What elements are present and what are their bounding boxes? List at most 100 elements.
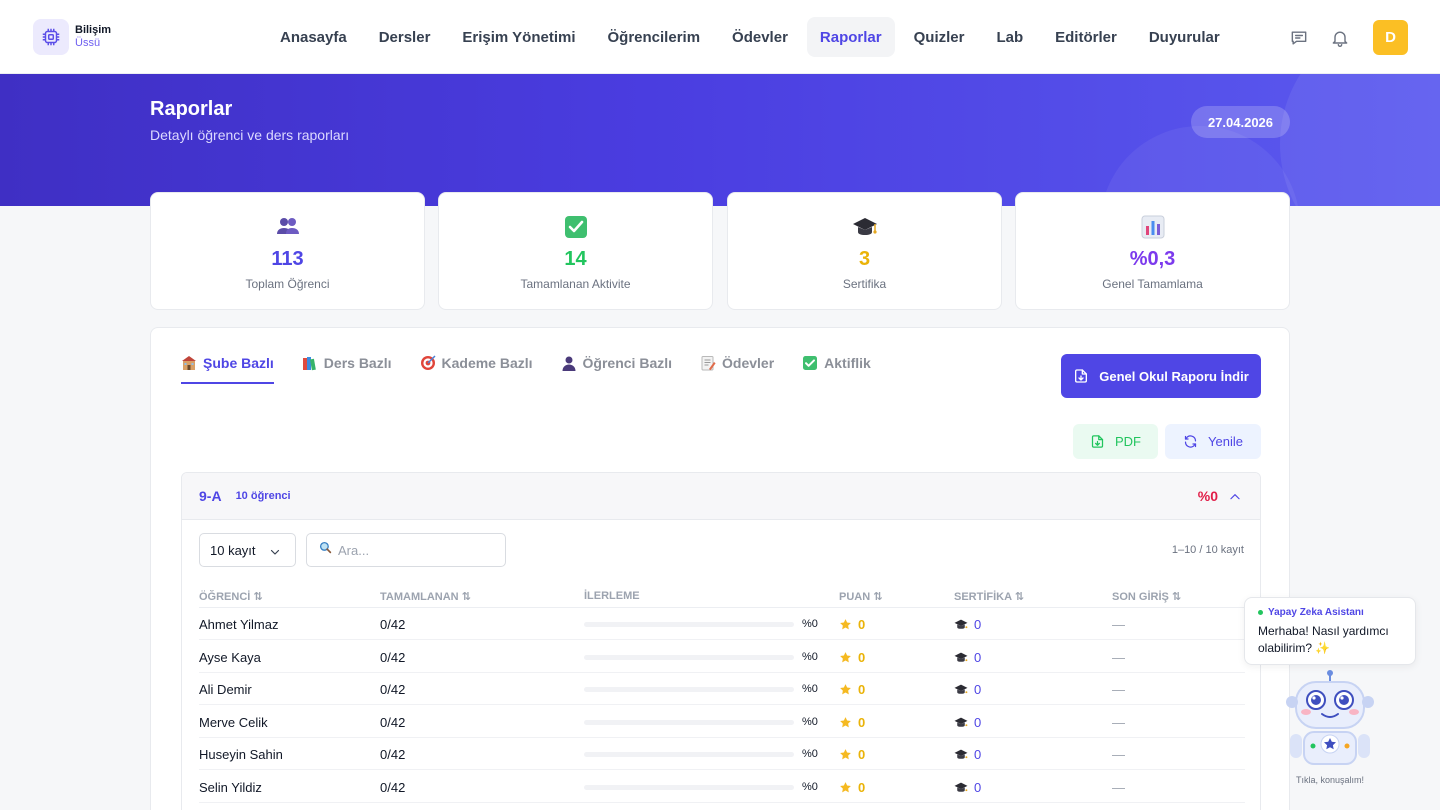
download-school-report-button[interactable]: Genel Okul Raporu İndir bbox=[1061, 354, 1261, 398]
graduation-cap-icon bbox=[954, 782, 968, 792]
col-sertifika[interactable]: SERTİFİKA ⇅ bbox=[954, 591, 1024, 603]
message-icon[interactable] bbox=[1287, 26, 1311, 50]
section-completion-percent: %0 bbox=[1197, 488, 1218, 504]
last-login: — bbox=[1112, 617, 1125, 632]
nav-dersler[interactable]: Dersler bbox=[378, 28, 431, 46]
points: 0 bbox=[839, 747, 865, 762]
reports-panel: Şube Bazlı Ders Bazlı Kademe Bazlı Öğren… bbox=[150, 327, 1290, 810]
stat-card-overall-completion: %0,3 Genel Tamamlama bbox=[1015, 192, 1290, 310]
certificates: 0 bbox=[954, 617, 981, 632]
chevron-up-icon[interactable] bbox=[1228, 490, 1242, 504]
page-title: Raporlar bbox=[150, 98, 233, 120]
table-row[interactable]: Selin Yildiz 0/42 %0 0 0 — bbox=[199, 771, 1245, 803]
graduation-cap-icon bbox=[954, 717, 968, 727]
page-size-select[interactable]: 10 kayıt bbox=[199, 533, 296, 567]
search-box[interactable] bbox=[306, 533, 506, 567]
tab-sube-bazli[interactable]: Şube Bazlı bbox=[181, 352, 274, 384]
progress-percent: %0 bbox=[802, 748, 818, 761]
table-header: ÖĞRENCİ ⇅ TAMAMLANAN ⇅ İLERLEME PUAN ⇅ S… bbox=[199, 578, 1245, 608]
nav-editorler[interactable]: Editörler bbox=[1055, 28, 1117, 46]
points: 0 bbox=[839, 682, 865, 697]
table-row[interactable]: Ahmet Yilmaz 0/42 %0 0 0 — bbox=[199, 608, 1245, 640]
ai-assistant-bubble[interactable]: Yapay Zeka Asistanı Merhaba! Nasıl yardı… bbox=[1244, 597, 1416, 665]
points: 0 bbox=[839, 650, 865, 665]
star-icon bbox=[840, 651, 851, 662]
tab-kademe-bazli[interactable]: Kademe Bazlı bbox=[420, 352, 533, 384]
student-name: Ahmet Yilmaz bbox=[199, 617, 279, 632]
stat-value: 14 bbox=[564, 248, 587, 270]
check-icon bbox=[439, 215, 712, 239]
progress-percent: %0 bbox=[802, 715, 818, 728]
table-row[interactable]: Ayse Kaya 0/42 %0 0 0 — bbox=[199, 641, 1245, 673]
col-tamamlanan[interactable]: TAMAMLANAN ⇅ bbox=[380, 591, 471, 603]
points: 0 bbox=[839, 715, 865, 730]
main-nav: Anasayfa Dersler Erişim Yönetimi Öğrenci… bbox=[267, 17, 1239, 57]
progress-bar bbox=[584, 719, 794, 725]
nav-anasayfa[interactable]: Anasayfa bbox=[280, 28, 347, 46]
certificates: 0 bbox=[954, 650, 981, 665]
robot-icon[interactable] bbox=[1286, 670, 1374, 770]
bell-icon[interactable] bbox=[1328, 26, 1352, 50]
stat-label: Genel Tamamlama bbox=[1102, 277, 1203, 291]
tab-aktiflik[interactable]: Aktiflik bbox=[802, 352, 871, 384]
stat-label: Tamamlanan Aktivite bbox=[520, 277, 631, 291]
bar-chart-icon bbox=[1016, 215, 1289, 239]
section-header[interactable]: 9-A 10 öğrenci %0 bbox=[182, 473, 1260, 520]
nav-duyurular[interactable]: Duyurular bbox=[1148, 28, 1220, 46]
completed-count: 0/42 bbox=[380, 682, 406, 698]
certificates: 0 bbox=[954, 747, 981, 762]
star-icon bbox=[840, 619, 851, 630]
certificates: 0 bbox=[954, 682, 981, 697]
stat-value: 3 bbox=[858, 248, 871, 270]
class-section-9a: 9-A 10 öğrenci %0 10 kayıt 1–10 / 10 kay… bbox=[181, 472, 1261, 810]
completed-count: 0/42 bbox=[380, 780, 406, 795]
person-icon bbox=[561, 355, 577, 371]
refresh-button[interactable]: Yenile bbox=[1165, 424, 1261, 459]
table-row[interactable]: Ali Demir 0/42 %0 0 0 — bbox=[199, 673, 1245, 706]
pdf-button[interactable]: PDF bbox=[1073, 424, 1158, 459]
books-icon bbox=[302, 355, 318, 371]
chevron-down-icon bbox=[270, 549, 280, 555]
student-name: Selin Yildiz bbox=[199, 780, 262, 795]
last-login: — bbox=[1112, 780, 1125, 795]
student-name: Ayse Kaya bbox=[199, 649, 261, 665]
col-son-giris[interactable]: SON GİRİŞ ⇅ bbox=[1112, 591, 1182, 603]
progress-percent: %0 bbox=[802, 650, 818, 663]
tab-ogrenci-bazli[interactable]: Öğrenci Bazlı bbox=[561, 352, 672, 384]
tab-odevler[interactable]: Ödevler bbox=[700, 352, 774, 384]
nav-quizler[interactable]: Quizler bbox=[913, 28, 965, 46]
completed-count: 0/42 bbox=[380, 649, 406, 665]
section-name: 9-A bbox=[199, 488, 222, 504]
chip-icon bbox=[33, 19, 69, 55]
robot-caption: Tıkla, konuşalım! bbox=[1295, 775, 1365, 785]
col-ogrenci[interactable]: ÖĞRENCİ ⇅ bbox=[199, 591, 263, 603]
col-puan[interactable]: PUAN ⇅ bbox=[839, 591, 883, 603]
certificates: 0 bbox=[954, 715, 981, 730]
progress-percent: %0 bbox=[802, 683, 818, 696]
stat-value: 113 bbox=[271, 248, 304, 270]
progress-bar bbox=[584, 752, 794, 758]
star-icon bbox=[840, 684, 851, 695]
graduation-cap-icon bbox=[954, 652, 968, 662]
stat-card-completed-activities: 14 Tamamlanan Aktivite bbox=[438, 192, 713, 310]
search-input[interactable] bbox=[338, 542, 498, 558]
nav-lab[interactable]: Lab bbox=[996, 28, 1024, 46]
nav-ogrencilerim[interactable]: Öğrencilerim bbox=[607, 28, 701, 46]
logo[interactable]: Bilişim Üssü bbox=[33, 19, 111, 55]
col-ilerleme: İLERLEME bbox=[584, 590, 640, 602]
date-badge: 27.04.2026 bbox=[1191, 106, 1290, 138]
certificates: 0 bbox=[954, 780, 981, 795]
table-row[interactable]: Huseyin Sahin 0/42 %0 0 0 — bbox=[199, 738, 1245, 771]
user-avatar[interactable]: D bbox=[1373, 20, 1408, 55]
ai-assistant-title: Yapay Zeka Asistanı bbox=[1268, 607, 1364, 618]
report-tabs: Şube Bazlı Ders Bazlı Kademe Bazlı Öğren… bbox=[181, 352, 899, 384]
progress-bar bbox=[584, 785, 794, 790]
nav-erisim-yonetimi[interactable]: Erişim Yönetimi bbox=[462, 28, 576, 46]
tab-ders-bazli[interactable]: Ders Bazlı bbox=[302, 352, 392, 384]
last-login: — bbox=[1112, 649, 1125, 665]
table-row[interactable]: Merve Celik 0/42 %0 0 0 — bbox=[199, 706, 1245, 738]
nav-odevler[interactable]: Ödevler bbox=[732, 28, 788, 46]
nav-raporlar[interactable]: Raporlar bbox=[806, 17, 895, 57]
progress-percent: %0 bbox=[802, 618, 818, 630]
completed-count: 0/42 bbox=[380, 617, 406, 632]
